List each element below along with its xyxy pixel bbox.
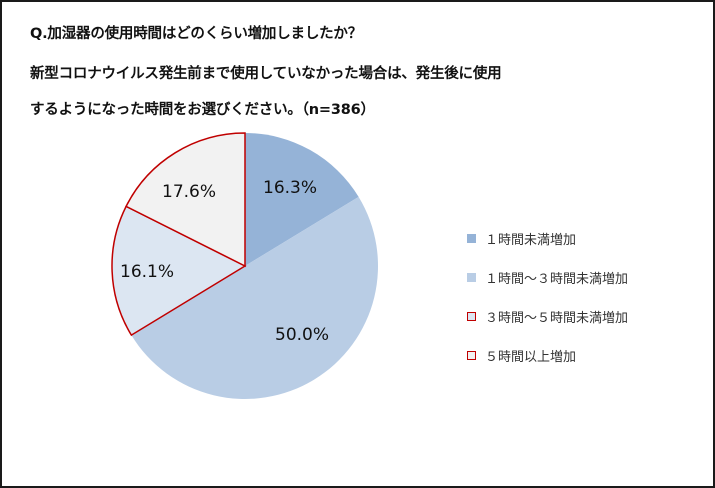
pie-slice <box>245 133 359 266</box>
legend-swatch-icon <box>467 273 476 282</box>
legend-item: １時間未満増加 <box>467 229 628 268</box>
legend-item: ３時間～５時間未満増加 <box>467 307 628 346</box>
pie-slice <box>111 205 247 337</box>
slice-label-3: 16.1% <box>120 262 174 282</box>
legend-label: １時間未満増加 <box>485 233 577 248</box>
question-title-line3: するようになった時間をお選びください。（n=386） <box>30 102 375 118</box>
slice-label-4: 17.6% <box>162 182 216 202</box>
slice-label-2: 50.0% <box>275 325 329 345</box>
pie-slice <box>125 132 246 268</box>
legend-label: ３時間～５時間未満増加 <box>485 311 629 326</box>
legend-label: ５時間以上増加 <box>485 350 577 365</box>
pie-slice <box>131 196 378 399</box>
legend-item: １時間～３時間未満増加 <box>467 268 628 307</box>
slice-label-1: 16.3% <box>263 178 317 198</box>
legend-swatch-icon <box>467 351 476 360</box>
legend-swatch-icon <box>467 312 476 321</box>
legend-label: １時間～３時間未満増加 <box>485 272 629 287</box>
legend-item: ５時間以上増加 <box>467 346 628 385</box>
legend-swatch-icon <box>467 234 476 243</box>
question-title-line2: 新型コロナウイルス発生前まで使用していなかった場合は、発生後に使用 <box>30 66 502 82</box>
legend: １時間未満増加 １時間～３時間未満増加 ３時間～５時間未満増加 ５時間以上増加 <box>467 229 628 385</box>
question-title-line1: Q.加湿器の使用時間はどのくらい増加しましたか？ <box>30 26 363 42</box>
